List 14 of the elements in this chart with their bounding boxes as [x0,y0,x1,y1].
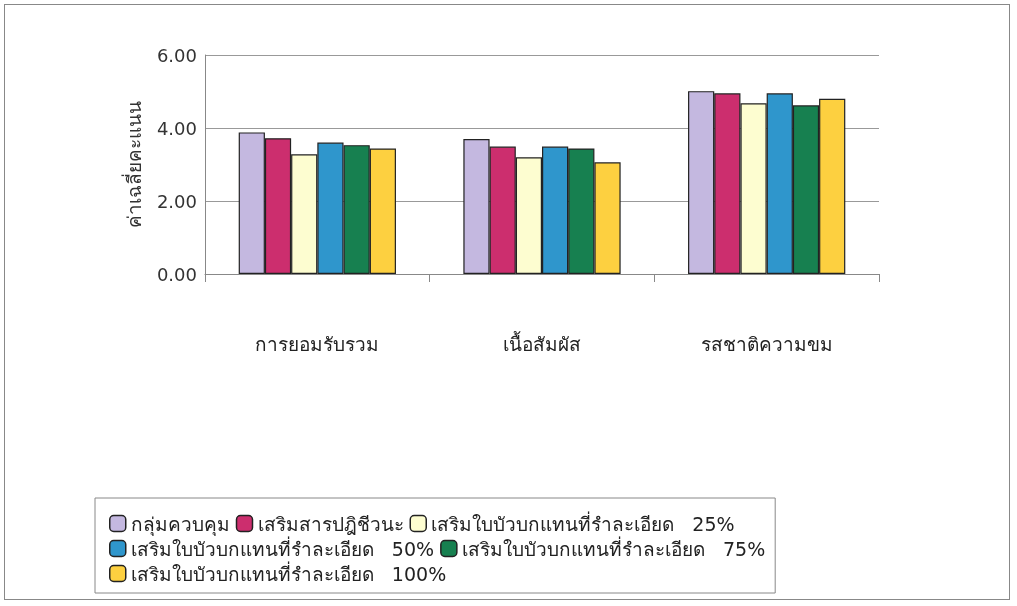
y-tick-label: 6.00 [156,44,197,66]
x-tick-label: เนื้อสัมผัส [503,330,581,355]
y-tick-label: 4.00 [156,117,197,139]
legend-label: เสริมใบบัวบกแทนที่รำละเอียด 25% [431,510,735,535]
legend-label: เสริมใบบัวบกแทนที่รำละเอียด 75% [461,535,766,560]
legend-label: เสริมใบบัวบกแทนที่รำละเอียด 50% [130,535,435,560]
y-tick-label: 0.00 [156,263,197,285]
y-axis-title: ค่าเฉลี่ยคะแนน [120,101,145,228]
legend-label: เสริมใบบัวบกแทนที่รำละเอียด 100% [130,560,447,585]
legend-label: กลุ่มควบคุม [130,512,230,537]
legend-label: เสริมสารปฎิชีวนะ [257,512,404,535]
x-tick-label: รสชาติความขม [700,332,833,355]
x-tick-label: การยอมรับรวม [255,332,380,355]
y-tick-label: 2.00 [156,190,197,212]
